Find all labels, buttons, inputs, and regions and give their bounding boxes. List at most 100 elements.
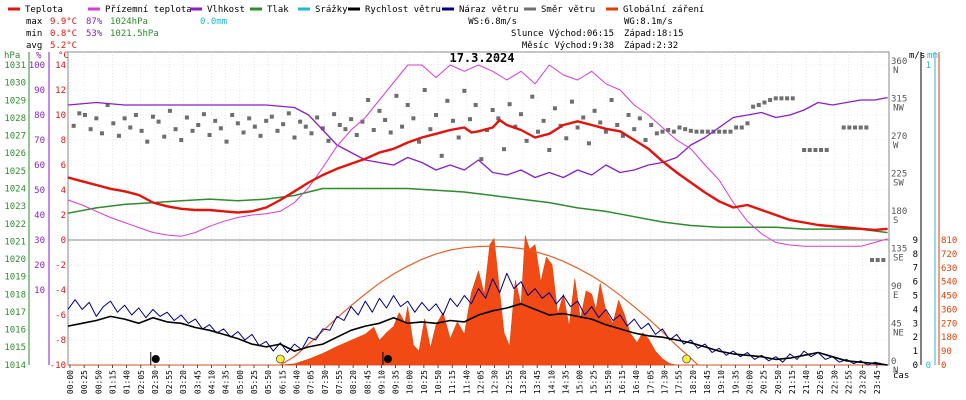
wind-direction-point (569, 99, 574, 104)
direction-tick-label: S (893, 216, 898, 226)
wind-direction-point (507, 102, 512, 107)
wind-direction-point (802, 147, 807, 152)
wind-direction-point (77, 111, 82, 116)
celsius-tick-label: -6 (55, 311, 66, 321)
x-tick-label: 03:20 (179, 370, 188, 394)
celsius-tick-label: 10 (55, 111, 66, 121)
wind-direction-point (722, 129, 727, 134)
celsius-tick-label: 2 (61, 211, 66, 221)
wind-direction-point (451, 118, 456, 123)
wind-direction-point (326, 138, 331, 143)
radiation-tick-label: 360 (941, 305, 957, 315)
stat-max-rain: 0.0mm (200, 17, 227, 27)
wind-direction-point (292, 135, 297, 140)
x-tick-label: 06:40 (292, 370, 301, 394)
direction-tick-label: W (893, 141, 899, 151)
x-tick-label: 21:15 (788, 370, 797, 394)
wind-direction-point (779, 96, 784, 101)
wind-direction-point (88, 127, 93, 132)
x-tick-label: 12:05 (477, 370, 486, 394)
wind-direction-point (349, 117, 354, 122)
wind-direction-point (179, 137, 184, 142)
wind-direction-point (847, 125, 852, 130)
x-tick-label: 05:00 (236, 370, 245, 394)
ms-tick-label: 2 (913, 333, 918, 343)
x-tick-label: 13:20 (519, 370, 528, 394)
wind-direction-point (671, 129, 676, 134)
wind-direction-point (535, 129, 540, 134)
wind-direction-point (184, 115, 189, 120)
stat-min-hum: 53% (86, 29, 103, 39)
wind-direction-point (864, 125, 869, 130)
wind-direction-point (875, 257, 880, 262)
direction-tick-label: 135 (891, 244, 907, 254)
wind-direction-point (196, 122, 201, 127)
x-tick-label: 16:15 (618, 370, 627, 394)
wind-direction-point (71, 123, 76, 128)
radiation-tick-label: 0 (941, 361, 946, 371)
wind-direction-point (394, 93, 399, 98)
axis-time-label: čas (893, 370, 909, 381)
ms-tick-label: 8 (913, 250, 918, 260)
direction-tick-label: 315 (891, 94, 907, 104)
x-tick-label: 14:35 (561, 370, 570, 394)
wind-direction-point (354, 132, 359, 137)
wind-direction-point (705, 129, 710, 134)
hpa-tick-label: 1017 (4, 308, 26, 318)
wind-direction-point (173, 127, 178, 132)
percent-tick-label: 70 (34, 136, 45, 146)
wind-direction-point (190, 128, 195, 133)
wind-direction-point (82, 112, 87, 117)
stat-min-label: min (26, 29, 42, 39)
wind-direction-point (105, 102, 110, 107)
x-tick-label: 08:45 (363, 370, 372, 394)
wind-direction-point (881, 257, 886, 262)
wind-direction-point (167, 108, 172, 113)
hpa-tick-label: 1018 (4, 290, 26, 300)
ms-tick-label: 5 (913, 292, 918, 302)
x-tick-label: 07:05 (307, 370, 316, 394)
wind-direction-point (858, 125, 863, 130)
wind-direction-point (468, 117, 473, 122)
wind-direction-point (518, 112, 523, 117)
hpa-tick-label: 1030 (4, 79, 26, 89)
direction-tick-label: 225 (891, 169, 907, 179)
percent-tick-label: 40 (34, 211, 45, 221)
wind-direction-point (564, 136, 569, 141)
celsius-tick-label: 6 (61, 161, 66, 171)
wind-direction-point (734, 125, 739, 130)
wind-direction-point (773, 96, 778, 101)
x-tick-label: 04:35 (222, 370, 231, 394)
x-tick-label: 05:25 (250, 370, 259, 394)
moonrise-marker (383, 355, 392, 363)
wind-direction-point (824, 147, 829, 152)
wind-direction-point (111, 121, 116, 126)
wind-direction-point (258, 133, 263, 138)
sunset-marker (682, 354, 691, 364)
x-tick-label: 20:50 (774, 370, 783, 394)
wind-direction-point (456, 135, 461, 140)
hpa-tick-label: 1016 (4, 326, 26, 336)
x-tick-label: 04:10 (208, 370, 217, 394)
wind-direction-point (247, 116, 252, 121)
wind-direction-point (139, 128, 144, 133)
wind-direction-point (603, 129, 608, 134)
ms-tick-label: 6 (913, 278, 918, 288)
x-tick-label: 12:55 (505, 370, 514, 394)
x-tick-label: 16:40 (632, 370, 641, 394)
radiation-tick-label: 180 (941, 333, 957, 343)
wind-direction-point (853, 125, 858, 130)
celsius-tick-label: 4 (61, 186, 66, 196)
wind-direction-point (643, 137, 648, 142)
wind-direction-point (241, 130, 246, 135)
temperature-line (67, 118, 888, 232)
legend-label: Globální záření (623, 5, 704, 15)
wind-direction-point (332, 112, 337, 117)
wind-direction-point (677, 125, 682, 130)
x-tick-label: 01:15 (108, 370, 117, 394)
legend-label: Teplota (25, 5, 63, 15)
wind-direction-point (598, 120, 603, 125)
wind-direction-point (530, 94, 535, 99)
celsius-tick-label: 14 (55, 61, 66, 71)
chart-title: 17.3.2024 (449, 51, 514, 65)
